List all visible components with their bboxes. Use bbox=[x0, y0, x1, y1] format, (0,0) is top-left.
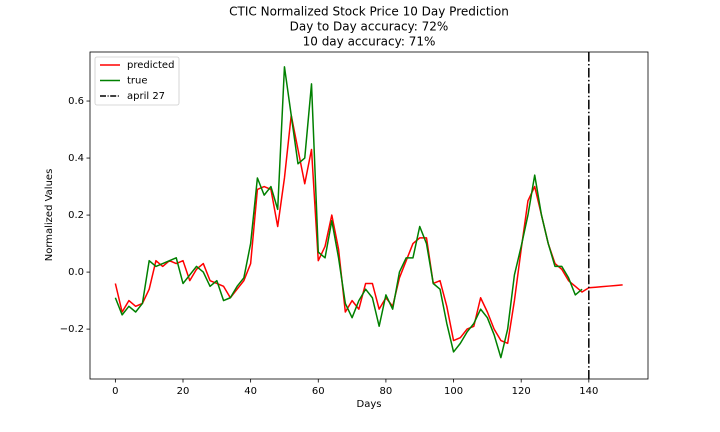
x-tick-label: 100 bbox=[444, 386, 463, 397]
axes-frame bbox=[89, 51, 649, 380]
series-line bbox=[114, 66, 583, 359]
x-tick-label: 0 bbox=[112, 386, 118, 397]
y-tick-label: −0.2 bbox=[60, 324, 84, 335]
x-tick-label: 140 bbox=[579, 386, 598, 397]
x-tick-label: 120 bbox=[512, 386, 531, 397]
series-line bbox=[114, 114, 623, 345]
chart-subtitle: Day to Day accuracy: 72% bbox=[290, 20, 449, 34]
legend-box bbox=[94, 56, 180, 106]
y-tick-label: 0.6 bbox=[68, 96, 84, 107]
legend-label: april 27 bbox=[127, 91, 165, 102]
x-tick-label: 60 bbox=[312, 386, 325, 397]
x-tick-label: 20 bbox=[177, 386, 190, 397]
y-tick-label: 0.4 bbox=[68, 153, 84, 164]
y-tick-label: 0.0 bbox=[68, 267, 84, 278]
chart-title: CTIC Normalized Stock Price 10 Day Predi… bbox=[229, 5, 509, 19]
legend-label: true bbox=[127, 76, 148, 87]
x-tick-label: 40 bbox=[244, 386, 257, 397]
x-tick-label: 80 bbox=[380, 386, 393, 397]
chart-subtitle: 10 day accuracy: 71% bbox=[303, 35, 436, 49]
y-axis-label: Normalized Values bbox=[44, 169, 55, 262]
y-tick-label: 0.2 bbox=[68, 210, 84, 221]
x-axis-label: Days bbox=[357, 399, 382, 410]
legend-label: predicted bbox=[127, 60, 174, 71]
